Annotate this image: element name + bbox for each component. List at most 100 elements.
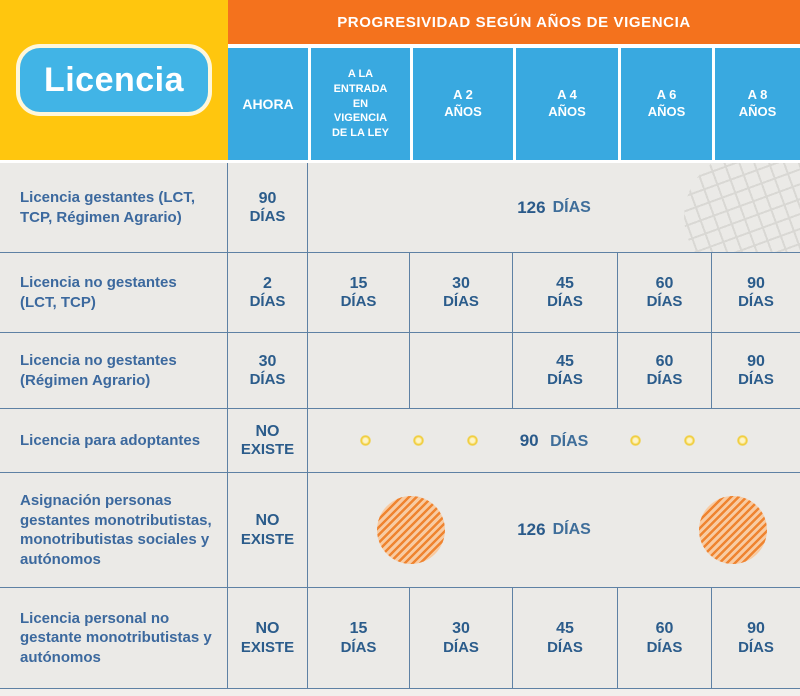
cell-unit: DÍAS (340, 293, 377, 311)
cell-value: NO (255, 512, 280, 530)
cell-no-gestantes-2a: 30 DÍAS (410, 253, 513, 333)
cell-agrario-2a-empty (410, 333, 513, 409)
cell-unit: EXISTE (240, 638, 295, 656)
cell-gestantes-merged: 126 DÍAS (308, 163, 800, 253)
cell-personal-ahora: NO EXISTE (228, 588, 308, 689)
cell-value: 45 (556, 620, 574, 638)
row-label-no-gestantes-agrario: Licencia no gestantes (Régimen Agrario) (0, 333, 228, 409)
cell-no-gestantes-4a: 45 DÍAS (513, 253, 618, 333)
row-label-adoptantes: Licencia para adoptantes (0, 409, 228, 473)
cell-value: 30 (452, 620, 470, 638)
cell-value: 126 (517, 520, 546, 539)
cell-unit: DÍAS (738, 293, 774, 311)
cell-value: 15 (349, 274, 368, 292)
licencia-title-pill: Licencia (20, 48, 208, 112)
cell-unit: DÍAS (249, 208, 286, 226)
cell-adoptantes-ahora: NO EXISTE (228, 409, 308, 473)
crosshatch-mesh-decoration (675, 163, 800, 252)
cell-unit: DÍAS (249, 371, 286, 389)
table-header: Licencia PROGRESIVIDAD SEGÚN AÑOS DE VIG… (0, 0, 800, 160)
col-header-2-anos: A 2 AÑOS (410, 48, 513, 160)
cell-asignacion-ahora: NO EXISTE (228, 473, 308, 588)
cell-unit: DÍAS (443, 638, 479, 656)
col-header-4-anos: A 4 AÑOS (513, 48, 618, 160)
cell-personal-8a: 90 DÍAS (712, 588, 800, 689)
yellow-dot-icon (736, 435, 748, 446)
cell-unit: DÍAS (443, 293, 479, 311)
cell-unit: DÍAS (249, 293, 286, 311)
licencia-header-block: Licencia (0, 0, 228, 160)
cell-value: 60 (655, 352, 674, 370)
cell-unit: DÍAS (547, 371, 583, 389)
cell-unit: DÍAS (550, 432, 589, 450)
cell-unit: DÍAS (738, 371, 774, 389)
col-header-6-anos: A 6 AÑOS (618, 48, 712, 160)
cell-value: 90 (519, 430, 539, 450)
hatched-circle-decoration (377, 496, 445, 564)
cell-value: NO (255, 620, 280, 638)
cell-value: 90 (747, 274, 765, 292)
cell-agrario-entrada-empty (308, 333, 410, 409)
cell-agrario-6a: 60 DÍAS (618, 333, 712, 409)
cell-unit: DÍAS (646, 371, 683, 389)
row-label-no-gestantes-lct: Licencia no gestantes (LCT, TCP) (0, 253, 228, 333)
cell-agrario-4a: 45 DÍAS (513, 333, 618, 409)
yellow-dot-icon (683, 435, 695, 446)
yellow-dot-icon (466, 435, 478, 446)
cell-personal-4a: 45 DÍAS (513, 588, 618, 689)
yellow-dot-icon (413, 435, 425, 446)
licencias-table: Licencia gestantes (LCT, TCP, Régimen Ag… (0, 163, 800, 689)
progressivity-header: PROGRESIVIDAD SEGÚN AÑOS DE VIGENCIA AHO… (228, 0, 800, 160)
cell-agrario-8a: 90 DÍAS (712, 333, 800, 409)
cell-value: NO (255, 422, 280, 440)
cell-value: 90 (747, 620, 765, 638)
cell-unit: DÍAS (646, 293, 683, 311)
cell-personal-6a: 60 DÍAS (618, 588, 712, 689)
cell-value: 90 (258, 189, 277, 207)
cell-unit: DÍAS (547, 293, 583, 311)
cell-unit: DÍAS (738, 638, 774, 656)
progressivity-title: PROGRESIVIDAD SEGÚN AÑOS DE VIGENCIA (228, 0, 800, 44)
cell-value: 30 (258, 352, 277, 370)
cell-agrario-ahora: 30 DÍAS (228, 333, 308, 409)
cell-no-gestantes-8a: 90 DÍAS (712, 253, 800, 333)
cell-no-gestantes-entrada: 15 DÍAS (308, 253, 410, 333)
cell-value: 45 (556, 352, 574, 370)
cell-value: 126 (517, 197, 546, 217)
cell-value: 2 (263, 274, 272, 292)
bottom-edge (0, 689, 800, 696)
cell-unit: EXISTE (240, 530, 295, 548)
col-header-8-anos: A 8 AÑOS (712, 48, 800, 160)
cell-unit: DÍAS (646, 638, 683, 656)
column-headers: AHORA A LA ENTRADA EN VIGENCIA DE LA LEY… (228, 48, 800, 160)
cell-personal-2a: 30 DÍAS (410, 588, 513, 689)
yellow-dot-icon (360, 435, 372, 446)
licencia-title: Licencia (43, 60, 185, 99)
cell-value: 90 (747, 352, 765, 370)
cell-value: 45 (556, 274, 574, 292)
cell-asignacion-merged: 126 DÍAS (308, 473, 800, 588)
cell-value: 60 (655, 274, 674, 292)
row-label-gestantes: Licencia gestantes (LCT, TCP, Régimen Ag… (0, 163, 228, 253)
col-header-ahora: AHORA (228, 48, 308, 160)
yellow-dot-icon (630, 435, 642, 446)
cell-gestantes-ahora: 90 DÍAS (228, 163, 308, 253)
hatched-circle-decoration (699, 496, 767, 564)
col-header-entrada-vigencia: A LA ENTRADA EN VIGENCIA DE LA LEY (308, 48, 410, 160)
cell-merged-text: 90 DÍAS (520, 431, 589, 451)
row-label-asignacion-monotributistas: Asignación personas gestantes monotribut… (0, 473, 228, 588)
cell-value: 60 (655, 620, 674, 638)
cell-value: 30 (452, 274, 470, 292)
cell-value: 15 (349, 620, 368, 638)
cell-unit: DÍAS (552, 198, 591, 216)
cell-no-gestantes-6a: 60 DÍAS (618, 253, 712, 333)
cell-no-gestantes-ahora: 2 DÍAS (228, 253, 308, 333)
cell-unit: DÍAS (340, 638, 377, 656)
cell-unit: DÍAS (552, 521, 591, 538)
cell-adoptantes-merged: 90 DÍAS (308, 409, 800, 473)
cell-unit: DÍAS (547, 638, 583, 656)
row-label-personal-no-gestante: Licencia personal no gestante monotribut… (0, 588, 228, 689)
cell-unit: EXISTE (240, 441, 295, 459)
cell-personal-entrada: 15 DÍAS (308, 588, 410, 689)
